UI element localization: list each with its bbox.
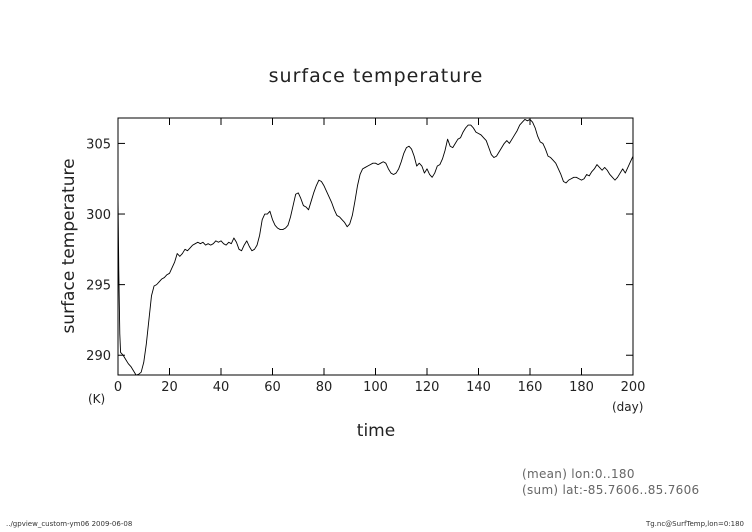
series-line: [117, 118, 634, 376]
x-unit-label: (day): [612, 400, 643, 414]
x-tick-label: 100: [363, 380, 388, 395]
footer-right: Tg.nc@SurfTemp,lon=0:180: [645, 520, 744, 528]
y-axis: 290 295 300 305: [86, 137, 633, 364]
x-tick-label: 20: [161, 380, 178, 395]
x-tick-label: 60: [264, 380, 281, 395]
x-axis-label: time: [357, 421, 395, 441]
chart-title: surface temperature: [269, 65, 484, 87]
y-unit-label: (K): [88, 392, 105, 406]
y-tick-label: 290: [86, 349, 111, 364]
x-tick-label: 200: [621, 380, 646, 395]
x-tick-label: 160: [518, 380, 543, 395]
x-tick-label: 40: [213, 380, 230, 395]
x-tick-label: 180: [569, 380, 594, 395]
footer-left: ../gpview_custom-ym06 2009-06-08: [6, 520, 133, 528]
mean-annotation: (mean) lon:0..180: [522, 467, 635, 481]
plot-frame: [117, 117, 634, 376]
sum-annotation: (sum) lat:-85.7606..85.7606: [522, 483, 700, 497]
x-tick-label: 0: [114, 380, 122, 395]
x-axis: 0 20 40 60 80 100 120 140 160 180 200: [114, 118, 646, 395]
x-tick-label: 80: [316, 380, 333, 395]
y-tick-label: 300: [86, 208, 111, 223]
x-tick-label: 140: [466, 380, 491, 395]
y-axis-label: surface temperature: [59, 158, 79, 333]
x-tick-label: 120: [415, 380, 440, 395]
y-tick-label: 295: [86, 279, 111, 294]
y-tick-label: 305: [86, 137, 111, 152]
